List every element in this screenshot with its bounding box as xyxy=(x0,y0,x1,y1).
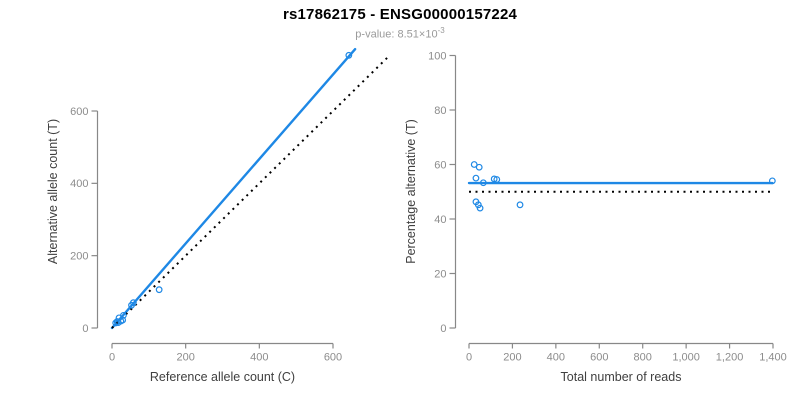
data-point xyxy=(768,177,776,185)
right-scatter-chart: 0 20 40 60 80 100 0 200 400 600 800 1,000 1,200 1,400… xyxy=(404,50,787,384)
data-point xyxy=(345,51,353,59)
data-point xyxy=(474,201,482,209)
y-axis-title: Percentage alternative (T) xyxy=(404,119,418,264)
x-tick-label: 600 xyxy=(590,352,608,364)
data-point xyxy=(475,163,483,171)
data-point xyxy=(129,299,137,307)
x-tick-label: 200 xyxy=(176,352,194,364)
y-tick-label: 100 xyxy=(428,50,446,62)
x-tick-label: 1,200 xyxy=(716,352,744,364)
x-tick-label: 600 xyxy=(324,352,342,364)
y-tick-label: 80 xyxy=(434,105,446,117)
x-tick-label: 400 xyxy=(547,352,565,364)
x-tick-label: 800 xyxy=(634,352,652,364)
data-point xyxy=(470,161,478,168)
data-point xyxy=(119,316,127,324)
data-point xyxy=(479,179,487,187)
x-tick-label: 200 xyxy=(503,352,521,364)
x-tick-label: 0 xyxy=(109,352,115,364)
page-subtitle: p-value: 8.51×10-3 xyxy=(0,26,800,41)
y-axis-title: Alternative allele count (T) xyxy=(46,119,60,264)
p-value-text: p-value: 8.51×10 xyxy=(355,28,438,41)
x-tick-label: 1,000 xyxy=(672,352,700,364)
y-tick-label: 60 xyxy=(434,159,446,171)
x-tick-label: 400 xyxy=(250,352,268,364)
y-tick-label: 600 xyxy=(70,106,88,118)
data-point xyxy=(516,201,524,209)
data-point xyxy=(472,174,480,182)
x-axis-title: Reference allele count (C) xyxy=(150,370,295,384)
y-tick-label: 0 xyxy=(82,323,88,335)
data-point xyxy=(493,176,501,183)
y-tick-label: 40 xyxy=(434,214,446,226)
left-scatter-chart: 0 200 400 600 0 200 400 600 Reference allele cou… xyxy=(46,47,391,384)
y-tick-label: 0 xyxy=(440,323,446,335)
y-tick-label: 20 xyxy=(434,268,446,280)
x-tick-label: 0 xyxy=(466,352,472,364)
page-title: rs17862175 - ENSG00000157224 xyxy=(282,6,518,23)
fitted-ratio-line xyxy=(110,47,357,330)
y-tick-label: 200 xyxy=(70,250,88,262)
data-point xyxy=(120,311,127,319)
data-point xyxy=(155,286,163,294)
p-value-exponent: -3 xyxy=(437,26,445,35)
x-tick-label: 1,400 xyxy=(759,352,787,364)
data-point xyxy=(476,204,484,212)
data-point xyxy=(490,175,498,183)
identity-line xyxy=(111,54,391,329)
x-axis-title: Total number of reads xyxy=(561,370,682,384)
y-tick-label: 400 xyxy=(70,178,88,190)
